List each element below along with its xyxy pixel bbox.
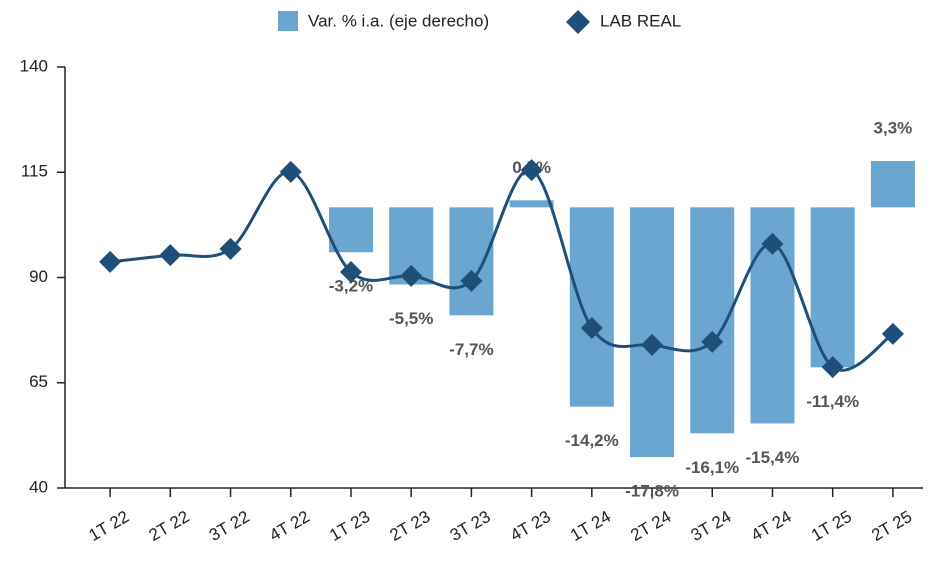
bar [509,200,554,208]
marker [520,159,543,182]
bar [870,161,915,208]
value-label: -5,5% [389,309,433,328]
marker [761,232,784,255]
x-tick-label: 2T 24 [627,507,674,545]
marker [701,330,724,353]
value-label: -11,4% [806,392,859,411]
y-tick-label: 90 [29,267,48,286]
x-tick-label: 3T 24 [688,507,735,545]
x-tick-label: 4T 23 [507,507,554,545]
marker [99,250,122,273]
value-label: -7,7% [449,340,493,359]
marker [339,261,362,284]
marker [460,269,483,292]
legend-label: LAB REAL [600,11,681,30]
marker [219,237,242,260]
marker [580,317,603,340]
bar [328,207,373,253]
legend-swatch [278,11,298,31]
legend-swatch [566,10,590,34]
y-tick-label: 140 [20,56,48,75]
value-label: -3,2% [329,277,373,296]
marker [400,264,423,287]
value-label: -16,1% [685,458,739,477]
x-tick-label: 1T 23 [326,507,373,545]
x-tick-label: 2T 22 [146,507,193,545]
marker [159,244,182,267]
y-tick-label: 115 [21,162,48,181]
marker [279,160,302,183]
x-tick-label: 2T 23 [387,507,434,545]
x-tick-label: 2T 25 [868,507,915,545]
bar [569,207,614,407]
x-tick-label: 4T 22 [266,507,313,545]
value-label: -15,4% [746,448,800,467]
x-tick-label: 3T 23 [447,507,494,545]
bar [449,207,494,316]
x-tick-label: 1T 24 [567,507,614,545]
x-tick-label: 3T 22 [206,507,253,545]
x-tick-label: 4T 24 [748,507,795,545]
value-label: -14,2% [565,431,619,450]
marker [881,322,904,345]
value-label: 3,3% [874,119,913,138]
value-label: -17,8% [625,482,679,501]
y-tick-label: 65 [29,372,48,391]
x-tick-label: 1T 25 [808,507,855,545]
bar [630,207,675,458]
legend-label: Var. % i.a. (eje derecho) [308,11,489,30]
x-tick-label: 1T 22 [85,507,132,545]
marker [821,356,844,379]
y-tick-label: 40 [29,477,48,496]
marker [641,333,664,356]
